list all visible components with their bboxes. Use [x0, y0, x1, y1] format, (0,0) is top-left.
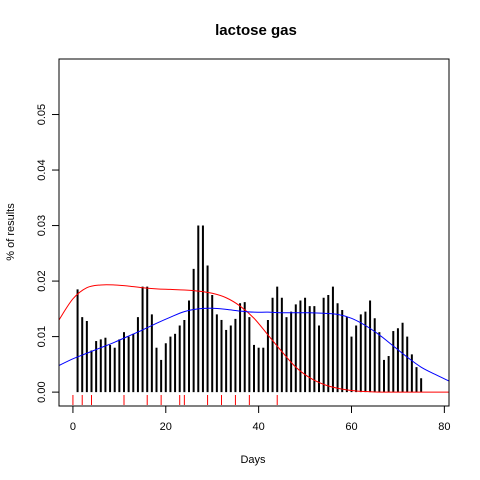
x-tick-label: 80	[438, 421, 450, 433]
y-tick-label: 0.05	[36, 104, 48, 125]
x-tick-label: 20	[160, 421, 172, 433]
y-axis-label: % of results	[5, 203, 17, 261]
y-tick-label: 0.01	[36, 326, 48, 347]
y-tick-label: 0.02	[36, 270, 48, 291]
x-tick-label: 60	[345, 421, 357, 433]
x-tick-label: 0	[70, 421, 76, 433]
rug-group	[72, 395, 278, 405]
y-tick-label: 0.04	[36, 159, 48, 180]
plot-frame	[58, 58, 450, 407]
blue-density-curve	[59, 307, 449, 382]
y-tick-label: 0.00	[36, 381, 48, 402]
bars-group	[76, 225, 423, 393]
y-tick-label: 0.03	[36, 215, 48, 236]
x-tick-label: 40	[253, 421, 265, 433]
chart-title: lactose gas	[215, 22, 297, 39]
density-lines-group	[59, 284, 449, 393]
x-axis-label: Days	[240, 454, 266, 466]
red-density-curve	[59, 284, 449, 393]
